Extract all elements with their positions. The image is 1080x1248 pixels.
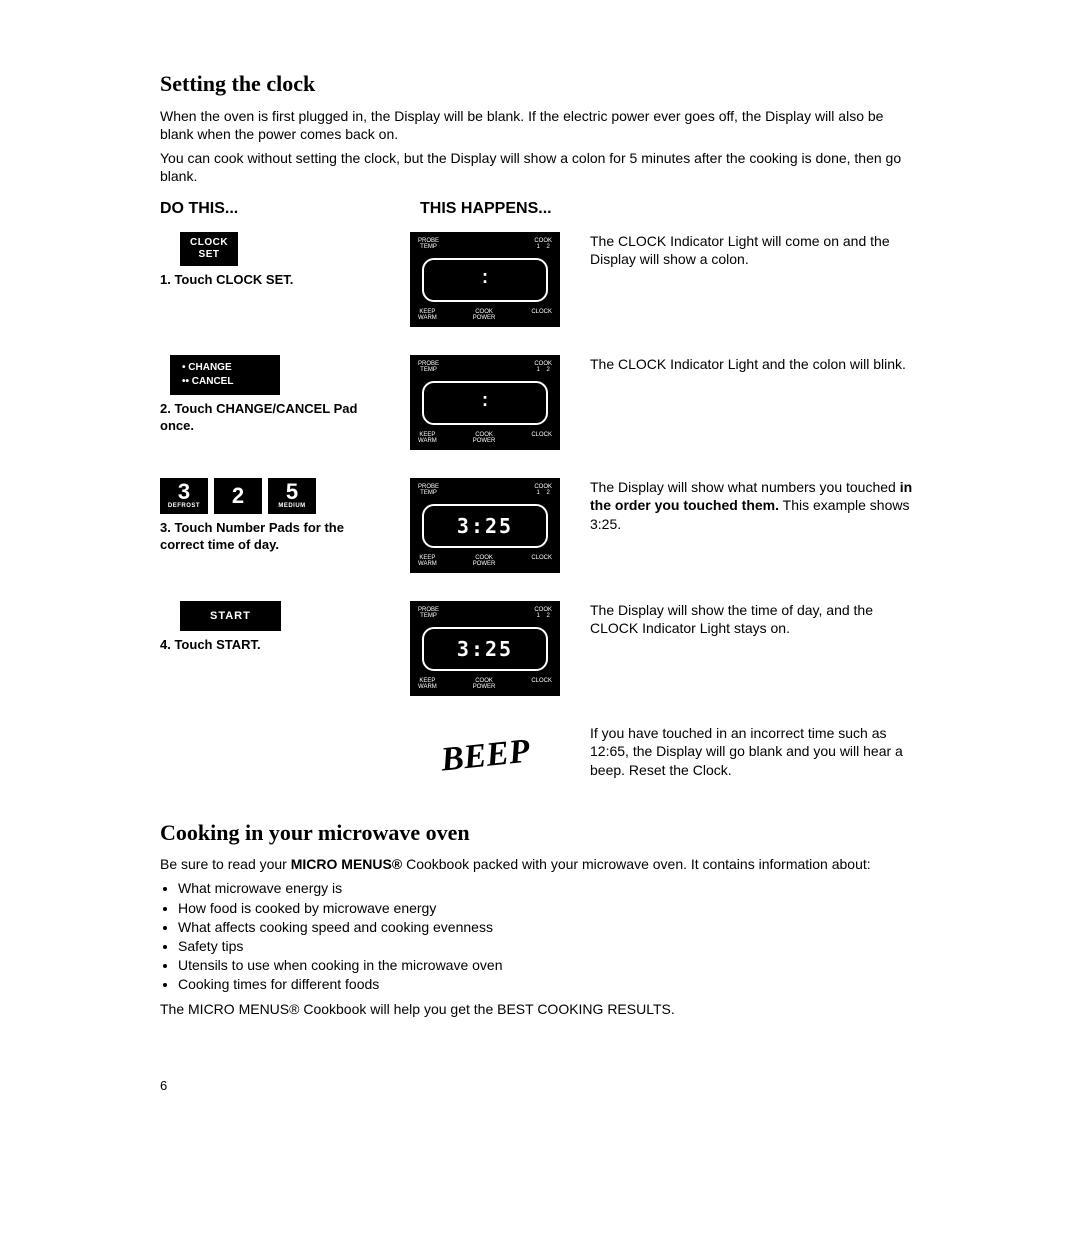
step-5: BEEP If you have touched in an incorrect… — [160, 724, 920, 779]
cancel-line: •• CANCEL — [182, 375, 268, 389]
step-2: • CHANGE •• CANCEL 2. Touch CHANGE/CANCE… — [160, 355, 920, 450]
s2-intro-a: Be sure to read your — [160, 856, 291, 872]
step1-desc: The CLOCK Indicator Light will come on a… — [590, 232, 920, 268]
dp-clock: CLOCK — [531, 309, 552, 321]
step3-num: 3. — [160, 520, 171, 535]
dp2-br: CLOCK — [531, 432, 552, 444]
dp-screen-1: : — [422, 258, 548, 302]
dp3-br: CLOCK — [531, 555, 552, 567]
dp4-bm: COOK POWER — [473, 678, 496, 690]
bullet-item: What affects cooking speed and cooking e… — [178, 918, 920, 936]
step3-desc: The Display will show what numbers you t… — [590, 478, 920, 533]
step3-desc-a: The Display will show what numbers you t… — [590, 479, 900, 495]
bullet-item: What microwave energy is — [178, 879, 920, 897]
start-button: START — [180, 601, 281, 631]
dp3-bm: COOK POWER — [473, 555, 496, 567]
pad3-num: 3 — [178, 481, 190, 503]
dp2-tl: PROBE TEMP — [418, 361, 439, 373]
section2-title: Cooking in your microwave oven — [160, 819, 920, 848]
step-1: CLOCK SET 1. Touch CLOCK SET. PROBE TEMP… — [160, 232, 920, 327]
dp-cook: COOK1 2 — [534, 238, 552, 250]
change-cancel-button: • CHANGE •• CANCEL — [170, 355, 280, 395]
section2-outro: The MICRO MENUS® Cookbook will help you … — [160, 1000, 920, 1018]
step-4: START 4. Touch START. PROBE TEMP COOK1 2… — [160, 601, 920, 696]
step4-desc: The Display will show the time of day, a… — [590, 601, 920, 637]
dp-cook-power: COOK POWER — [473, 309, 496, 321]
section1-title: Setting the clock — [160, 70, 920, 99]
page-number: 6 — [160, 1078, 920, 1095]
dp-screen-3: 3:25 — [422, 504, 548, 548]
display-panel-4: PROBE TEMP COOK1 2 3:25 KEEP WARM COOK P… — [410, 601, 560, 696]
step3-caption-text: Touch Number Pads for the correct time o… — [160, 520, 344, 552]
change-line: • CHANGE — [182, 361, 268, 375]
bullet-item: Safety tips — [178, 937, 920, 955]
number-pad-5: 5 MEDIUM — [268, 478, 316, 514]
dp4-tl: PROBE TEMP — [418, 607, 439, 619]
display-panel-1: PROBE TEMP COOK1 2 : KEEP WARM COOK POWE… — [410, 232, 560, 327]
dp2-bl: KEEP WARM — [418, 432, 437, 444]
step2-caption-text: Touch CHANGE/CANCEL Pad once. — [160, 401, 357, 433]
s2-intro-c: Cookbook packed with your microwave oven… — [402, 856, 870, 872]
dp-probe-temp: PROBE TEMP — [418, 238, 439, 250]
dp-screen-2: : — [422, 381, 548, 425]
section2-intro: Be sure to read your MICRO MENUS® Cookbo… — [160, 855, 920, 873]
clock-set-button: CLOCK SET — [180, 232, 238, 266]
dp2-bm: COOK POWER — [473, 432, 496, 444]
number-pad-3: 3 DEFROST — [160, 478, 208, 514]
step4-num: 4. — [160, 637, 171, 652]
dp-keep-warm: KEEP WARM — [418, 309, 437, 321]
dp3-bl: KEEP WARM — [418, 555, 437, 567]
bullet-item: Utensils to use when cooking in the micr… — [178, 956, 920, 974]
dp3-cook: COOK1 2 — [534, 484, 552, 496]
section2-bullet-list: What microwave energy is How food is coo… — [178, 879, 920, 993]
bullet-item: How food is cooked by microwave energy — [178, 899, 920, 917]
pad5-sub: MEDIUM — [278, 503, 305, 511]
step2-desc: The CLOCK Indicator Light and the colon … — [590, 355, 920, 373]
bullet-item: Cooking times for different foods — [178, 975, 920, 993]
step-3: 3 DEFROST 2 5 MEDIUM 3. Touch Number Pad… — [160, 478, 920, 573]
clock-set-line1: CLOCK — [190, 237, 228, 249]
step1-num: 1. — [160, 272, 171, 287]
step1-caption: 1. Touch CLOCK SET. — [160, 272, 380, 289]
dp-screen-4: 3:25 — [422, 627, 548, 671]
dp4-br: CLOCK — [531, 678, 552, 690]
header-do-this: DO THIS... — [160, 199, 420, 220]
number-pad-2: 2 — [214, 478, 262, 514]
step2-num: 2. — [160, 401, 171, 416]
beep-icon: BEEP — [439, 730, 532, 783]
intro-paragraph-1: When the oven is first plugged in, the D… — [160, 107, 920, 143]
display-panel-2: PROBE TEMP COOK1 2 : KEEP WARM COOK POWE… — [410, 355, 560, 450]
header-this-happens: THIS HAPPENS... — [420, 199, 552, 220]
dp3-tl: PROBE TEMP — [418, 484, 439, 496]
step2-caption: 2. Touch CHANGE/CANCEL Pad once. — [160, 401, 380, 435]
dp4-bl: KEEP WARM — [418, 678, 437, 690]
dp4-cook: COOK1 2 — [534, 607, 552, 619]
display-panel-3: PROBE TEMP COOK1 2 3:25 KEEP WARM COOK P… — [410, 478, 560, 573]
pad2-num: 2 — [232, 485, 244, 507]
step5-desc: If you have touched in an incorrect time… — [590, 724, 920, 779]
pad3-sub: DEFROST — [168, 503, 200, 511]
s2-intro-b: MICRO MENUS® — [291, 856, 402, 872]
step3-caption: 3. Touch Number Pads for the correct tim… — [160, 520, 380, 554]
step1-caption-text: Touch CLOCK SET. — [171, 272, 294, 287]
intro-paragraph-2: You can cook without setting the clock, … — [160, 149, 920, 185]
pad5-num: 5 — [286, 481, 298, 503]
step4-caption-text: Touch START. — [171, 637, 261, 652]
clock-set-line2: SET — [199, 249, 220, 261]
dp2-cook: COOK1 2 — [534, 361, 552, 373]
step4-caption: 4. Touch START. — [160, 637, 380, 654]
